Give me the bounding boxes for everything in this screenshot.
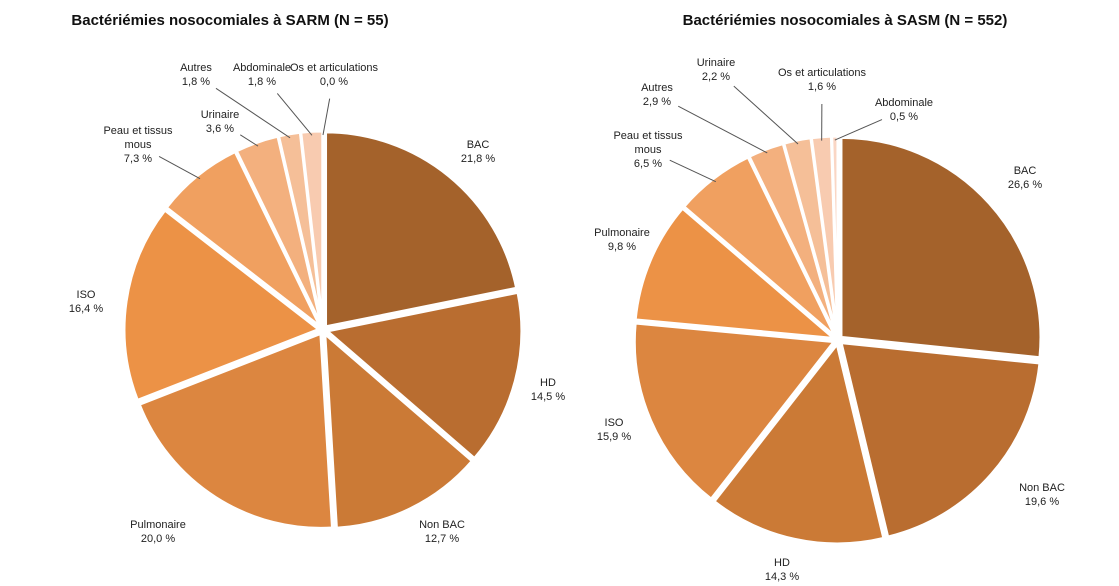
leader-line [239, 134, 259, 147]
slice-label: Urinaire 2,2 % [668, 56, 764, 84]
leader-line [733, 85, 799, 145]
slice-label: Os et articulations 0,0 % [286, 61, 382, 89]
leader-line [834, 119, 883, 141]
slice-name: ISO [604, 417, 624, 429]
pie-slice [323, 330, 475, 530]
slice-value: 9,8 % [607, 241, 637, 253]
slice-value: 6,5 % [633, 158, 663, 170]
slice-value: 21,8 % [460, 153, 496, 165]
slice-value: 7,3 % [123, 153, 153, 165]
slice-name: Peau et tissus mous [613, 130, 683, 156]
pie-slice [633, 206, 839, 341]
slice-value: 19,6 % [1024, 496, 1060, 508]
slice-name: HD [540, 377, 556, 389]
chart-title: Bactériémies nosocomiales à SASM (N = 55… [682, 12, 1008, 29]
leader-line [158, 156, 201, 180]
slice-name: HD [774, 557, 790, 569]
slice-name: BAC [1013, 165, 1037, 177]
slice-name: Os et articulations [289, 62, 379, 74]
slice-label: Abdominale 1,8 % [214, 61, 310, 89]
slice-name: Os et articulations [777, 67, 867, 79]
slice-label: Pulmonaire 9,8 % [574, 226, 670, 254]
slice-value: 20,0 % [140, 533, 176, 545]
slice-label: Abdominale 0,5 % [856, 96, 952, 124]
pie-slice [122, 207, 323, 403]
leader-line [215, 87, 291, 139]
slice-name: Urinaire [696, 57, 736, 69]
slice-name: Abdominale [874, 97, 934, 109]
pie-slice [632, 321, 838, 502]
slice-label: Autres 2,9 % [609, 81, 705, 109]
slice-name: Pulmonaire [594, 227, 650, 239]
slice-label: Non BAC 19,6 % [994, 481, 1090, 509]
slice-label: ISO 15,9 % [566, 416, 662, 444]
slice-label: Autres 1,8 % [148, 61, 244, 89]
slice-name: Peau et tissus mous [103, 125, 173, 151]
slice-label: Os et articulations 1,6 % [774, 66, 870, 94]
slice-label: Urinaire 3,6 % [172, 108, 268, 136]
chart-title: Bactériémies nosocomiales à SARM (N = 55… [71, 12, 389, 29]
slice-value: 1,6 % [807, 81, 837, 93]
leader-line [276, 93, 313, 136]
slice-label: Non BAC 12,7 % [394, 518, 490, 546]
slice-value: 12,7 % [424, 533, 460, 545]
pie-slice [323, 290, 524, 461]
slice-name: Non BAC [1019, 482, 1065, 494]
slice-name: ISO [76, 289, 96, 301]
slice-name: Autres [641, 82, 673, 94]
slice-label: ISO 16,4 % [38, 288, 134, 316]
pie-slice [324, 130, 519, 329]
slice-value: 26,6 % [1007, 179, 1043, 191]
slice-value: 1,8 % [247, 76, 277, 88]
slice-value: 2,2 % [701, 71, 731, 83]
slice-name: Urinaire [200, 109, 240, 121]
slice-name: Autres [180, 62, 212, 74]
slice-label: HD 14,3 % [734, 556, 830, 584]
pie-slice [830, 134, 840, 337]
slice-value: 0,0 % [319, 76, 349, 88]
pie-slice [839, 135, 1043, 360]
leader-line [678, 105, 768, 154]
slice-value: 1,8 % [181, 76, 211, 88]
leader-line [669, 159, 717, 183]
slice-label: BAC 26,6 % [977, 164, 1073, 192]
slice-value: 3,6 % [205, 123, 235, 135]
slice-label: Peau et tissus mous 6,5 % [600, 129, 696, 171]
slice-label: Peau et tissus mous 7,3 % [90, 124, 186, 166]
leader-line [322, 98, 331, 136]
slice-name: Non BAC [419, 519, 465, 531]
pie-slice [137, 331, 335, 530]
pie-slice [711, 340, 886, 546]
slice-name: BAC [466, 139, 490, 151]
slice-label: BAC 21,8 % [430, 138, 526, 166]
slice-name: Pulmonaire [130, 519, 186, 531]
slice-value: 14,5 % [530, 391, 566, 403]
slice-value: 15,9 % [596, 431, 632, 443]
slice-name: Abdominale [232, 62, 292, 74]
slice-value: 2,9 % [642, 96, 672, 108]
slice-value: 0,5 % [889, 111, 919, 123]
slice-label: Pulmonaire 20,0 % [110, 518, 206, 546]
slice-label: HD 14,5 % [500, 376, 596, 404]
slice-value: 16,4 % [68, 303, 104, 315]
pie-slice [839, 340, 1042, 539]
slice-value: 14,3 % [764, 571, 800, 583]
